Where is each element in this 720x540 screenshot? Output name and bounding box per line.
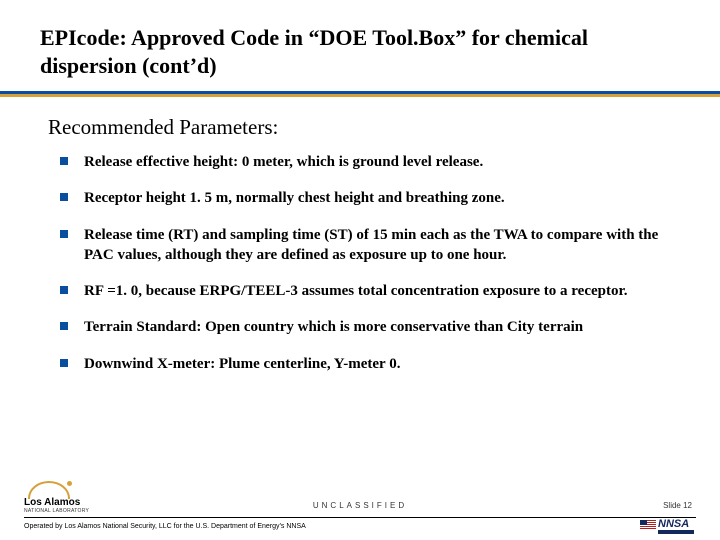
footer-divider xyxy=(24,517,696,518)
subheading: Recommended Parameters: xyxy=(48,115,680,140)
list-item: Receptor height 1. 5 m, normally chest h… xyxy=(60,188,680,208)
flag-icon xyxy=(640,520,656,530)
list-item: Downwind X-meter: Plume centerline, Y-me… xyxy=(60,354,680,374)
list-item: Release effective height: 0 meter, which… xyxy=(60,152,680,172)
nnsa-logo: NNSA xyxy=(640,518,696,536)
slide-footer: Los Alamos NATIONAL LABORATORY UNCLASSIF… xyxy=(0,478,720,540)
operated-by-text: Operated by Los Alamos National Security… xyxy=(24,523,306,530)
rule-gold xyxy=(0,94,720,97)
slide: EPIcode: Approved Code in “DOE Tool.Box”… xyxy=(0,0,720,540)
slide-number: Slide 12 xyxy=(663,501,692,510)
nnsa-text: NNSA xyxy=(658,518,689,530)
slide-title: EPIcode: Approved Code in “DOE Tool.Box”… xyxy=(40,24,680,79)
logo-arc-icon xyxy=(28,481,70,499)
list-item: RF =1. 0, because ERPG/TEEL-3 assumes to… xyxy=(60,281,680,301)
title-rule xyxy=(40,87,680,101)
list-item: Release time (RT) and sampling time (ST)… xyxy=(60,225,680,266)
nnsa-bar-icon xyxy=(658,530,694,534)
list-item: Terrain Standard: Open country which is … xyxy=(60,317,680,337)
classification-label: UNCLASSIFIED xyxy=(0,501,720,510)
bullet-list: Release effective height: 0 meter, which… xyxy=(40,152,680,374)
